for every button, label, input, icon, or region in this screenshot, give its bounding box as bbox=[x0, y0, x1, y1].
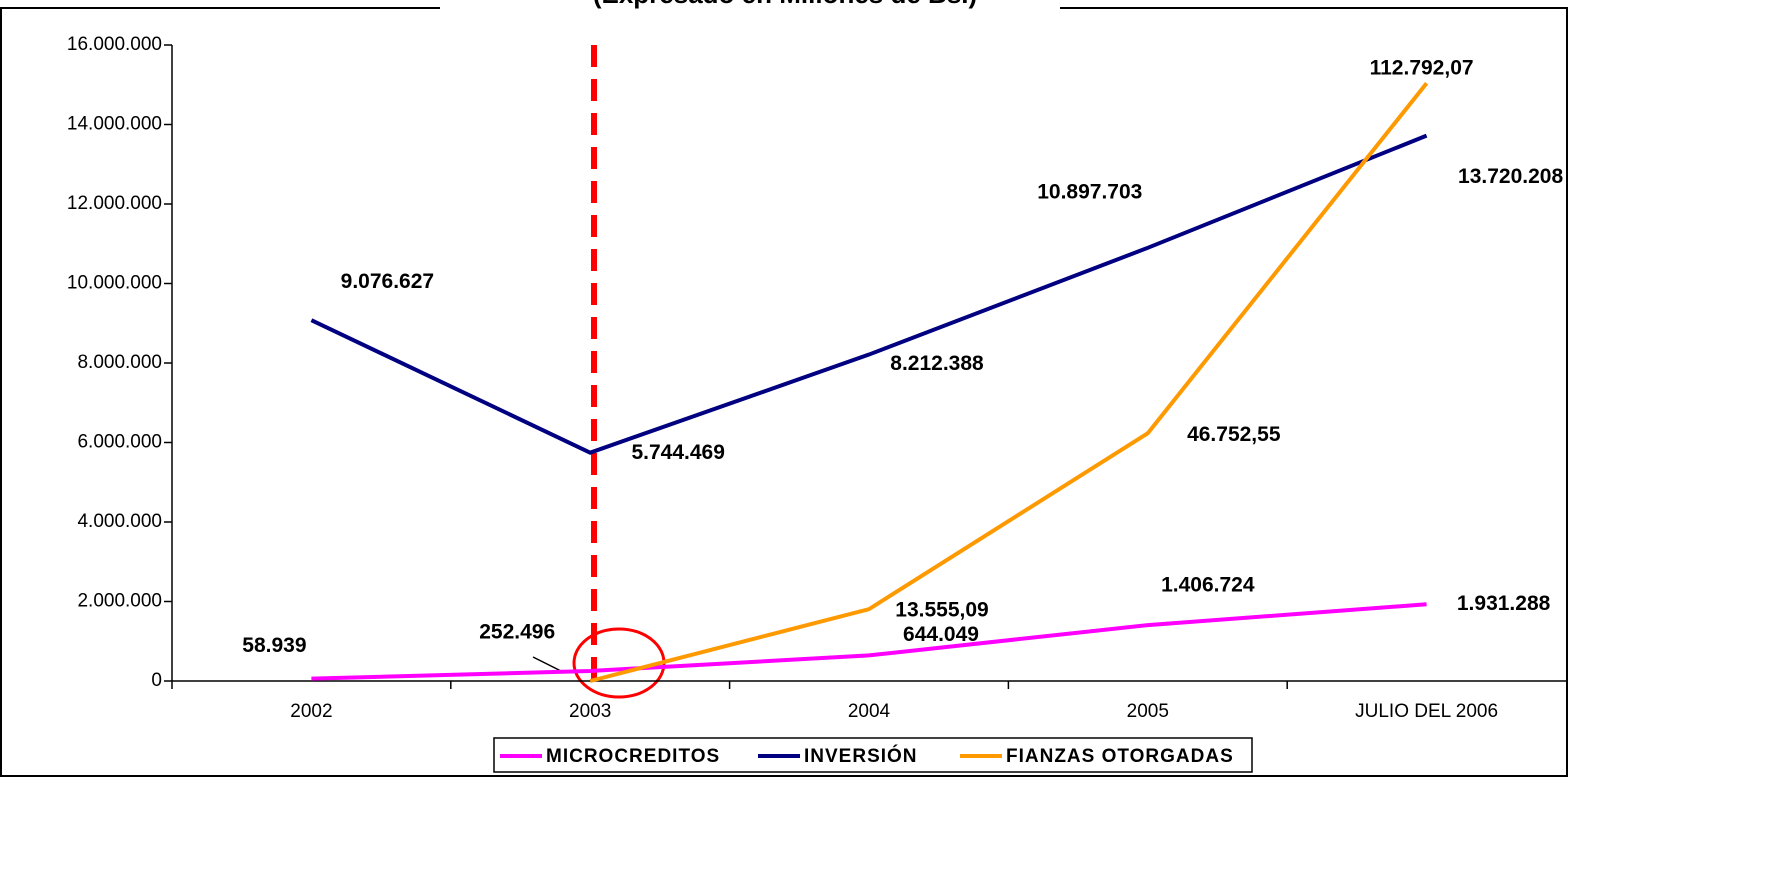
x-tick-label: 2004 bbox=[848, 701, 891, 722]
x-tick-label: 2003 bbox=[569, 701, 611, 722]
legend-label: MICROCREDITOS bbox=[546, 746, 720, 767]
y-tick-label: 12.000.000 bbox=[67, 193, 162, 214]
series-line bbox=[589, 81, 1429, 683]
y-tick-label: 4.000.000 bbox=[77, 511, 162, 532]
y-tick-label: 8.000.000 bbox=[77, 352, 162, 373]
value-label: 5.744.469 bbox=[631, 441, 724, 464]
value-label: 46.752,55 bbox=[1187, 423, 1281, 446]
annotation-circle bbox=[572, 627, 666, 699]
value-label: 644.049 bbox=[903, 623, 979, 646]
y-tick-label: 6.000.000 bbox=[77, 432, 162, 453]
value-label: 8.212.388 bbox=[890, 352, 984, 375]
legend-label: INVERSIÓN bbox=[804, 745, 918, 767]
value-label: 58.939 bbox=[242, 634, 306, 657]
value-label: 1.931.288 bbox=[1457, 592, 1551, 615]
value-label: 13.555,09 bbox=[895, 599, 988, 622]
series-line bbox=[311, 602, 1427, 681]
y-tick-label: 2.000.000 bbox=[77, 591, 162, 612]
value-label: 10.897.703 bbox=[1037, 180, 1142, 203]
series-line bbox=[310, 133, 1428, 455]
legend-box bbox=[493, 737, 1253, 773]
chart-title: (Expresado en Millones de Bs.) bbox=[593, 0, 977, 9]
value-label: 9.076.627 bbox=[341, 270, 434, 293]
legend-label: FIANZAS OTORGADAS bbox=[1006, 746, 1234, 767]
y-tick-label: 0 bbox=[151, 670, 162, 691]
x-tick-label: 2005 bbox=[1127, 701, 1169, 722]
value-label: 112.792,07 bbox=[1370, 57, 1474, 80]
y-tick-label: 10.000.000 bbox=[67, 273, 162, 294]
y-tick-label: 16.000.000 bbox=[67, 34, 162, 55]
value-label: 252.496 bbox=[479, 621, 555, 644]
x-tick-label: 2002 bbox=[290, 701, 332, 722]
title-box bbox=[440, 0, 1060, 10]
leader-line bbox=[532, 656, 564, 673]
value-label: 13.720.208 bbox=[1458, 165, 1563, 188]
x-tick-label: JULIO DEL 2006 bbox=[1355, 701, 1498, 722]
y-tick-label: 14.000.000 bbox=[67, 114, 162, 135]
value-label: 1.406.724 bbox=[1161, 574, 1255, 597]
